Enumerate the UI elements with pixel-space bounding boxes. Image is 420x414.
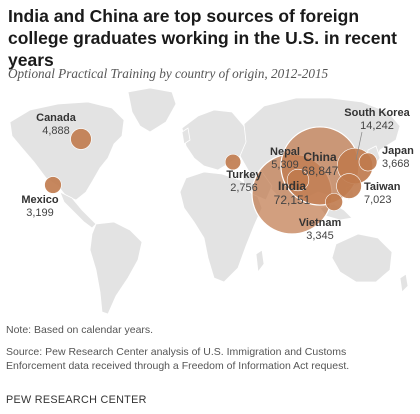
bubble-layer (44, 126, 378, 235)
label-value-china: 68,847 (302, 164, 339, 178)
label-value-taiwan: 7,023 (364, 194, 392, 206)
bubble-canada (70, 128, 92, 150)
north-america-shape (9, 101, 125, 201)
label-name-canada: Canada (36, 112, 77, 124)
bubble-vietnam (325, 193, 343, 211)
uk-shape (181, 127, 191, 145)
label-value-mexico: 3,199 (26, 207, 54, 219)
label-value-canada: 4,888 (42, 125, 70, 137)
greenland-shape (127, 87, 177, 133)
label-name-japan: Japan (382, 145, 414, 157)
label-name-vietnam: Vietnam (299, 217, 342, 229)
label-value-japan: 3,668 (382, 158, 410, 170)
source-line-2: Enforcement data received through a Free… (6, 360, 350, 372)
label-value-turkey: 2,756 (230, 182, 258, 194)
africa-shape (179, 171, 263, 283)
source-line-1: Source: Pew Research Center analysis of … (6, 346, 347, 358)
label-name-india: India (278, 179, 306, 193)
label-name-nepal: Nepal (270, 146, 300, 158)
chart-title: India and China are top sources of forei… (8, 6, 397, 70)
label-value-nepal: 5,309 (271, 159, 299, 171)
south-america-shape (89, 221, 143, 315)
label-name-turkey: Turkey (226, 169, 262, 181)
label-value-india: 72,151 (274, 193, 311, 207)
madagascar-shape (255, 249, 265, 274)
new-zealand-shape (399, 273, 409, 293)
central-america-shape (59, 191, 97, 229)
bubble-taiwan (336, 173, 362, 199)
credit: PEW RESEARCH CENTER (6, 394, 147, 406)
label-name-china: China (303, 150, 337, 164)
leader-line-south-korea (355, 131, 363, 161)
bubble-turkey (224, 153, 242, 171)
label-name-mexico: Mexico (21, 194, 59, 206)
label-name-taiwan: Taiwan (364, 181, 401, 193)
chart-subtitle: Optional Practical Training by country o… (8, 66, 329, 81)
bubble-mexico (44, 176, 62, 194)
australia-shape (331, 233, 393, 283)
label-name-south-korea: South Korea (344, 107, 410, 119)
label-value-vietnam: 3,345 (306, 230, 334, 242)
bubble-japan (358, 152, 378, 172)
label-value-south-korea: 14,242 (360, 120, 394, 132)
note: Note: Based on calendar years. (6, 324, 154, 336)
bubble-nepal (286, 168, 310, 192)
